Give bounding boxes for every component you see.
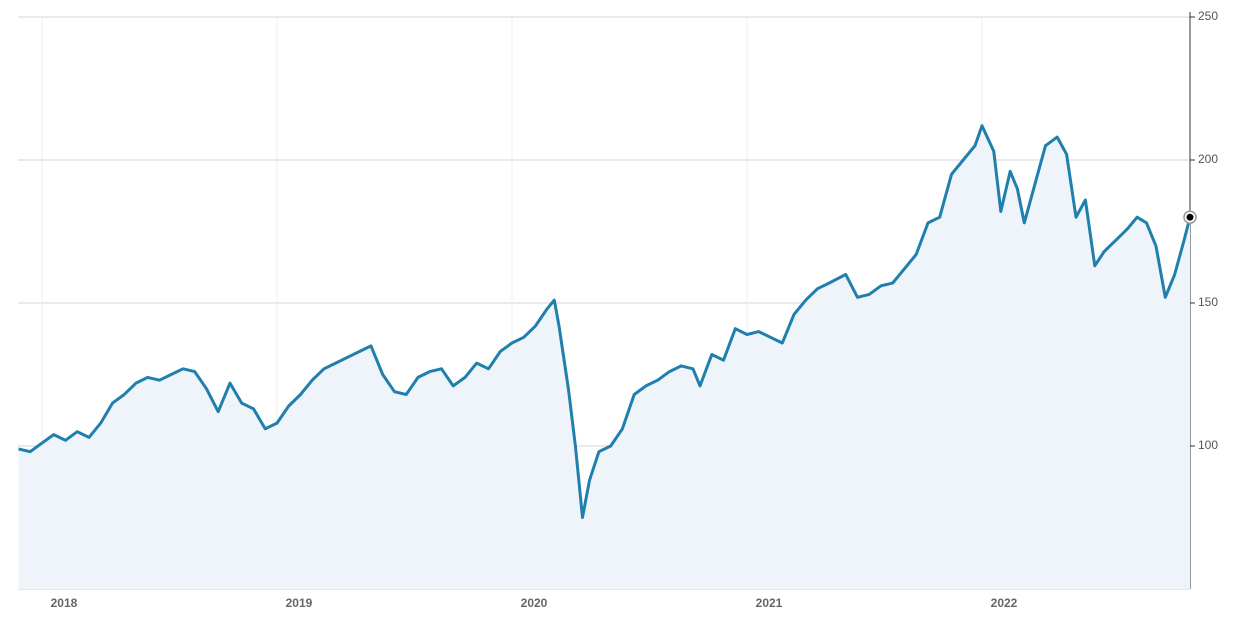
- y-tick-label: 250: [1198, 9, 1218, 23]
- x-tick-label: 2021: [756, 596, 783, 610]
- area-fill: [18, 125, 1191, 589]
- x-tick-label: 2018: [51, 596, 78, 610]
- x-tick-label: 2020: [521, 596, 548, 610]
- x-tick-label: 2019: [286, 596, 313, 610]
- y-tick-label: 150: [1198, 295, 1218, 309]
- y-tick-label: 200: [1198, 152, 1218, 166]
- price-line: [18, 124, 1192, 519]
- x-tick-label: 2022: [991, 596, 1018, 610]
- last-point-dot: [1186, 213, 1194, 221]
- y-tick-label: 100: [1198, 438, 1218, 452]
